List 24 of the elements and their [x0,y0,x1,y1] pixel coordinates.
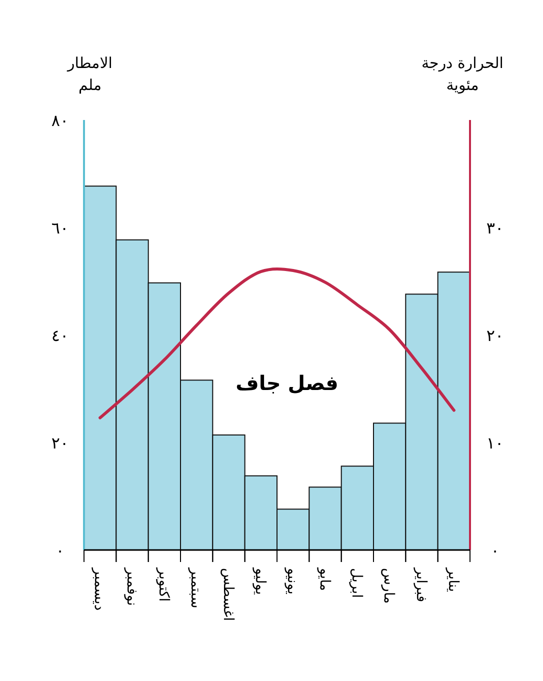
y-tick-label: ٨٠ [51,111,69,130]
y-tick-label: ٤٠ [51,326,69,345]
y2-tick-label: ٠ [490,541,500,560]
y-axis-title: الامطار ملم [66,53,114,96]
annotation: فصل جاف [236,371,338,395]
y2-tick-label: ٣٠ [486,218,504,238]
x-tick-label: يناير [444,567,461,592]
y-tick-label: ٠ [56,541,64,560]
x-tick-label: مارس [380,568,397,604]
x-tick-label: يوليو [252,567,268,595]
x-tick-label: ديسمبر [91,567,108,611]
y-tick-label: ٦٠ [51,218,69,238]
y2-tick-label: ١٠ [486,434,504,452]
x-tick-label: فبراير [412,567,429,602]
y-tick-label: ٢٠ [51,434,69,452]
x-tick-label: سبتمبر [188,567,204,608]
x-tick-label: مايو [316,567,332,591]
x-tick-label: نوفمبر [123,567,140,606]
x-tick-label: اغسطس [220,568,236,622]
x-tick-label: اكتوبر [155,567,172,602]
x-tick-label: ابريل [348,568,364,598]
y2-tick-label: ٢٠ [486,326,504,345]
x-tick-label: يونيو [284,567,300,595]
y2-axis-title: الحرارة درجة مئوية [420,53,504,96]
